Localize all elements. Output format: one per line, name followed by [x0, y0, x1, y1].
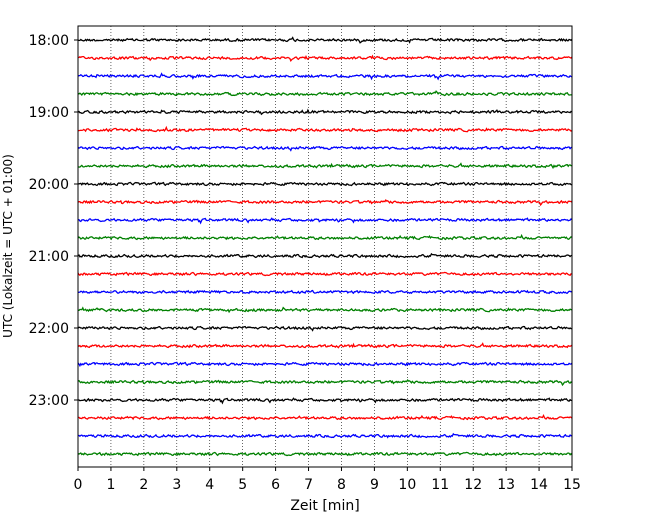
trace-line — [78, 162, 573, 170]
trace-line — [77, 181, 573, 187]
y-axis-ticks: 18:00 19:00 20:00 21:00 22:00 23:00 — [29, 33, 78, 409]
x-tick-label: 8 — [337, 477, 346, 493]
trace-line — [78, 413, 573, 421]
trace-line — [77, 271, 573, 277]
trace-line — [77, 36, 573, 44]
trace-line — [77, 342, 573, 349]
trace-line — [77, 289, 573, 295]
trace-line — [77, 217, 573, 225]
trace-line — [77, 252, 573, 259]
x-tick-label: 3 — [172, 477, 181, 493]
y-tick-label: 20:00 — [29, 177, 69, 193]
x-axis-ticks: 0 1 2 3 4 5 6 7 8 9 10 11 12 13 14 15 — [74, 467, 581, 493]
trace-line — [77, 199, 573, 207]
y-tick-label: 23:00 — [29, 393, 69, 409]
trace-line — [77, 233, 573, 241]
x-tick-label: 11 — [431, 477, 449, 493]
x-tick-label: 14 — [530, 477, 548, 493]
x-tick-label: 2 — [139, 477, 148, 493]
x-tick-label: 15 — [563, 477, 581, 493]
x-tick-label: 13 — [497, 477, 515, 493]
x-tick-label: 0 — [74, 477, 83, 493]
trace-line — [78, 306, 573, 314]
x-tick-label: 4 — [205, 477, 214, 493]
x-tick-label: 6 — [271, 477, 280, 493]
trace-line — [77, 90, 573, 97]
x-tick-label: 9 — [370, 477, 379, 493]
y-axis-label: UTC (Lokalzeit = UTC + 01:00) — [1, 154, 15, 338]
trace-line — [77, 125, 573, 133]
trace-line — [77, 325, 573, 332]
plot-frame — [77, 25, 573, 468]
x-tick-label: 1 — [106, 477, 115, 493]
x-tick-label: 5 — [238, 477, 247, 493]
x-axis-label: Zeit [min] — [290, 498, 359, 514]
y-tick-label: 18:00 — [29, 33, 69, 49]
trace-line — [77, 54, 573, 63]
y-tick-label: 19:00 — [29, 105, 69, 121]
seismic-traces — [77, 36, 573, 457]
x-tick-label: 7 — [304, 477, 313, 493]
y-tick-label: 22:00 — [29, 321, 69, 337]
y-tick-label: 21:00 — [29, 249, 69, 265]
trace-line — [77, 145, 573, 152]
trace-line — [77, 361, 573, 368]
trace-line — [77, 451, 573, 457]
trace-line — [78, 397, 573, 405]
trace-line — [77, 108, 573, 116]
trace-line — [77, 379, 573, 387]
x-tick-label: 10 — [398, 477, 416, 493]
trace-line — [77, 72, 573, 81]
trace-line — [77, 432, 573, 439]
x-tick-label: 12 — [464, 477, 482, 493]
